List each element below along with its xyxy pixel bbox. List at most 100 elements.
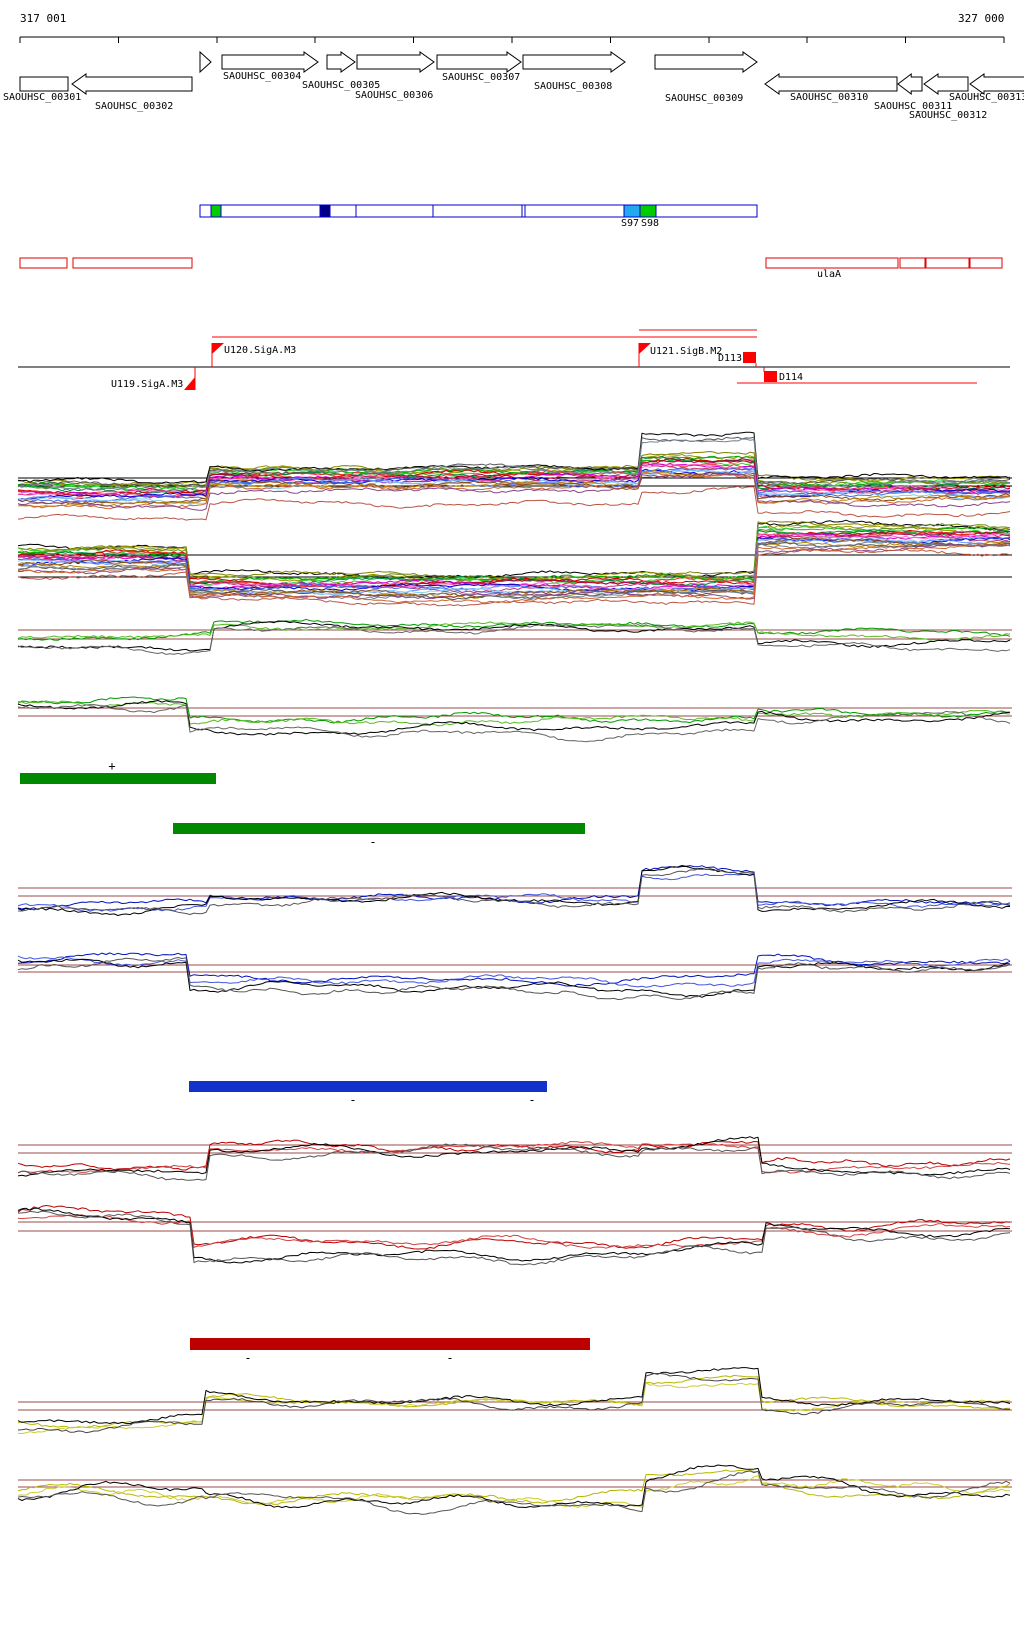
- gene-label-SAOUHSC_00313: SAOUHSC_00313: [949, 92, 1024, 103]
- gene-SAOUHSC_00301[interactable]: [19, 76, 69, 92]
- feature-box[interactable]: [72, 257, 193, 269]
- signal-line: [17, 1373, 1011, 1434]
- signal-line: [17, 466, 1010, 503]
- signal-line: [17, 955, 1011, 988]
- signal-line: [17, 1469, 1011, 1505]
- gene-SAOUHSC_00311[interactable]: [897, 72, 923, 96]
- gene-label-SAOUHSC_00304: SAOUHSC_00304: [223, 71, 301, 82]
- segment-bar-blue-minus: --: [189, 1081, 547, 1107]
- signal-line: [17, 623, 1011, 655]
- segment-bar-blue-minus-rect[interactable]: [189, 1081, 547, 1092]
- signal-line: [17, 1139, 1011, 1171]
- feature-box[interactable]: [765, 257, 899, 269]
- gene-label-SAOUHSC_00309: SAOUHSC_00309: [665, 93, 743, 104]
- signal-line: [17, 532, 1011, 592]
- signal-line: [17, 1470, 1011, 1515]
- strand-sign: -: [528, 1093, 535, 1107]
- track-green-pair-reverse: [17, 696, 1012, 743]
- gene-SAOUHSC_00313[interactable]: [969, 73, 1024, 95]
- gene-SAOUHSC_00306[interactable]: [356, 51, 435, 73]
- signal-line: [17, 1143, 1011, 1181]
- segment-bar-green-minus-rect[interactable]: [173, 823, 585, 834]
- gene-label-SAOUHSC_00312: SAOUHSC_00312: [909, 110, 987, 121]
- track-blue-pair-forward: [17, 864, 1012, 916]
- gene-track: SAOUHSC_00301 SAOUHSC_00302 SAOUHSC_00304 S…: [3, 50, 1024, 121]
- gene-SAOUHSC_00312[interactable]: [923, 73, 969, 95]
- gene-SAOUHSC_00309[interactable]: [654, 51, 758, 73]
- tss-annotation-track: U120.SigA.M3 U121.SigB.M2 U119.SigA.M3 D113…: [18, 329, 1010, 390]
- signal-line: [17, 1141, 1011, 1174]
- gene-label-SAOUHSC_00307: SAOUHSC_00307: [442, 72, 520, 83]
- signal-line: [17, 543, 1011, 604]
- element-cell[interactable]: [639, 204, 657, 218]
- signal-line: [17, 873, 1010, 912]
- flag-label-U120.SigA.M3: U120.SigA.M3: [224, 345, 296, 356]
- gene-SAOUHSC_00302[interactable]: [71, 73, 193, 95]
- segment-bar-darkred-minus-rect[interactable]: [190, 1338, 590, 1350]
- strand-sign: -: [446, 1351, 453, 1365]
- feature-box[interactable]: [925, 257, 970, 269]
- signal-line: [18, 868, 1011, 915]
- flag-U119.SigA.M3[interactable]: [184, 377, 195, 390]
- track-green-pair-forward: [17, 618, 1012, 655]
- gene-label-SAOUHSC_00306: SAOUHSC_00306: [355, 90, 433, 101]
- gene-SAOUHSC_00304[interactable]: [221, 51, 319, 73]
- segment-bar-green-minus: -: [173, 823, 585, 849]
- track-yellow-pair-forward: [17, 1367, 1012, 1434]
- flag-D113[interactable]: [743, 352, 756, 363]
- element-cell[interactable]: [210, 204, 222, 218]
- signal-line: [17, 866, 1010, 916]
- flag-U121.SigB.M2[interactable]: [639, 343, 651, 354]
- signal-line: [17, 1464, 1011, 1509]
- signal-line: [17, 540, 1011, 600]
- srna-element-bar[interactable]: S97 S98: [199, 204, 758, 229]
- segment-bar-green-plus-rect[interactable]: [20, 773, 216, 784]
- strand-sign: -: [369, 835, 376, 849]
- signal-line: [17, 537, 1011, 598]
- signal-line: [17, 431, 1011, 484]
- feature-label-ulaA: ulaA: [817, 269, 841, 280]
- track-red-pair-forward: [17, 1136, 1012, 1181]
- gene-SAOUHSC_00308[interactable]: [522, 51, 626, 73]
- signal-line: [17, 1136, 1011, 1177]
- element-bar-outline[interactable]: [199, 204, 758, 218]
- track-red-pair-reverse: [17, 1205, 1012, 1266]
- element-cell[interactable]: [623, 204, 641, 218]
- signal-line: [17, 621, 1011, 641]
- element-cell[interactable]: [319, 204, 331, 218]
- gene-SAOUHSC_00307[interactable]: [436, 51, 522, 73]
- gene-label-SAOUHSC_00308: SAOUHSC_00308: [534, 81, 612, 92]
- segment-bar-green-plus: +: [20, 759, 216, 784]
- gene-SAOUHSC_00310[interactable]: [764, 73, 898, 95]
- signal-line: [17, 696, 1010, 724]
- signal-line: [17, 957, 1011, 1000]
- flag-U120.SigA.M3[interactable]: [212, 343, 224, 354]
- signal-line: [17, 485, 1011, 521]
- signal-line: [17, 1207, 1011, 1264]
- feature-box[interactable]: [19, 257, 68, 269]
- signal-line: [17, 1367, 1011, 1424]
- signal-line: [17, 1210, 1011, 1266]
- feature-box[interactable]: [969, 257, 1003, 269]
- gene-SAOUHSC_00305[interactable]: [326, 51, 356, 73]
- gene-fragment[interactable]: [199, 50, 212, 74]
- region-start-coordinate: 317 001: [20, 12, 67, 25]
- strand-sign: -: [349, 1093, 356, 1107]
- signal-line: [17, 472, 1011, 511]
- coordinate-axis: [19, 36, 1005, 43]
- region-end-coordinate: 327 000: [958, 12, 1005, 25]
- feature-box[interactable]: [899, 257, 926, 269]
- flag-label-D113: D113: [718, 353, 742, 364]
- srna-label: S98: [641, 218, 659, 229]
- signal-line: [17, 469, 1011, 508]
- track-blue-pair-reverse: [17, 952, 1012, 1000]
- signal-line: [17, 620, 1011, 652]
- flag-D114[interactable]: [764, 371, 777, 382]
- signal-line: [17, 1475, 1011, 1508]
- track-all-conditions-reverse: [17, 519, 1012, 607]
- red-feature-boxes: ulaA: [19, 257, 1003, 280]
- gene-label-SAOUHSC_00302: SAOUHSC_00302: [95, 101, 173, 112]
- gene-label-SAOUHSC_00301: SAOUHSC_00301: [3, 92, 81, 103]
- signal-line: [17, 1205, 1011, 1250]
